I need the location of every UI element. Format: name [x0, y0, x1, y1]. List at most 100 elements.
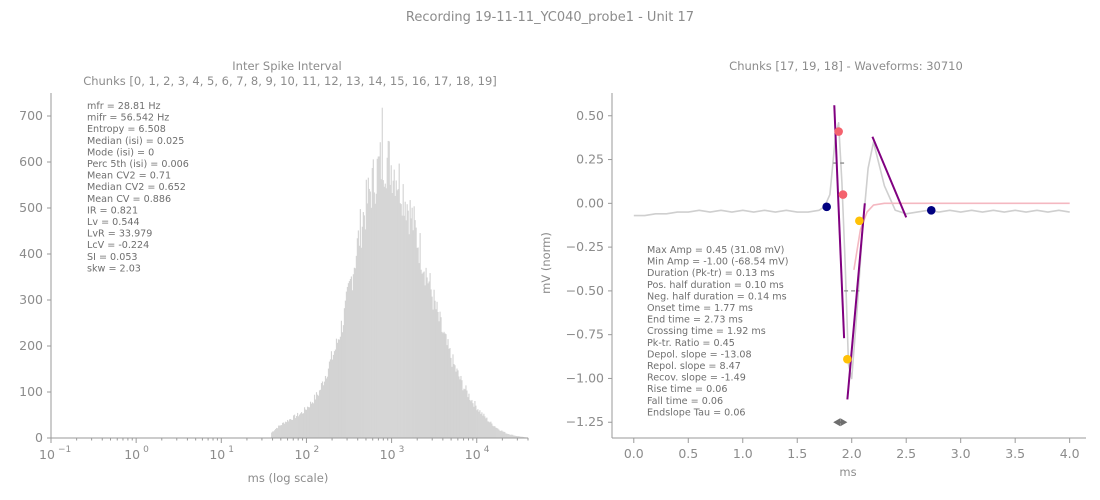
isi-bar — [384, 183, 386, 438]
isi-bar — [437, 311, 439, 438]
isi-bar — [305, 409, 308, 438]
isi-bar — [375, 193, 377, 438]
isi-bar — [330, 351, 333, 438]
waveform-x-tick-label: 0.0 — [624, 446, 644, 461]
isi-bar — [313, 394, 316, 438]
isi-bar — [464, 389, 466, 438]
waveform-stat-line: Endslope Tau = 0.06 — [647, 407, 746, 418]
isi-bar — [286, 422, 288, 438]
isi-bar — [290, 419, 292, 438]
waveform-title: Chunks [17, 19, 18] - Waveforms: 30710 — [729, 59, 963, 73]
isi-bar — [472, 403, 474, 438]
isi-bar — [440, 317, 442, 438]
isi-bar — [321, 381, 324, 438]
isi-bar — [283, 422, 285, 438]
isi-bar — [346, 286, 348, 438]
waveform-stat-line: Pk-tr. Ratio = 0.45 — [647, 338, 735, 349]
isi-bar — [477, 409, 479, 438]
waveform-x-tick-label: 2.5 — [896, 446, 916, 461]
isi-bar — [350, 276, 352, 438]
isi-bar — [382, 180, 384, 438]
isi-bar — [483, 413, 485, 438]
isi-bar — [511, 434, 513, 438]
waveform-x-tick-label: 1.5 — [787, 446, 807, 461]
isi-bar — [499, 430, 501, 438]
isi-x-tick-label: 10 — [209, 447, 225, 462]
isi-bar — [374, 203, 376, 438]
isi-x-tick-label: 10 — [380, 447, 396, 462]
isi-bar — [367, 177, 369, 439]
isi-bar — [486, 417, 488, 438]
isi-bar — [513, 435, 515, 438]
isi-bar — [343, 308, 345, 438]
isi-x-tick-exponent: 4 — [484, 445, 490, 455]
isi-bar — [351, 290, 353, 438]
isi-bar — [402, 184, 404, 438]
isi-bar — [301, 412, 303, 438]
waveform-slope-line-0 — [833, 105, 846, 339]
isi-bar — [310, 403, 313, 438]
waveform-series-0 — [633, 122, 1070, 380]
isi-bar — [296, 416, 298, 438]
isi-bar — [503, 431, 505, 438]
isi-bar — [385, 188, 387, 438]
isi-bar — [393, 169, 395, 438]
isi-bar — [318, 390, 321, 438]
isi-bar — [430, 289, 432, 438]
isi-bar — [377, 156, 379, 438]
isi-bar — [451, 366, 453, 438]
duration-arrow-left-head — [833, 418, 841, 427]
isi-bar — [487, 421, 489, 438]
isi-x-tick-label: 10 — [465, 447, 481, 462]
waveform-plot — [633, 105, 1070, 427]
waveform-stat-line: Crossing time = 1.92 ms — [647, 326, 766, 337]
isi-bar — [497, 428, 499, 438]
isi-bar — [436, 301, 438, 438]
isi-bar — [389, 184, 391, 438]
waveform-stat-line: Max Amp = 0.45 (31.08 mV) — [647, 245, 784, 256]
isi-x-tick-exponent: 2 — [313, 445, 319, 455]
isi-bar — [416, 247, 418, 438]
waveform-stat-line: End time = 2.73 ms — [647, 315, 743, 326]
isi-bar — [356, 238, 358, 438]
isi-bar — [335, 338, 338, 438]
waveform-stat-line: Pos. half duration = 0.10 ms — [647, 280, 784, 291]
isi-bar — [493, 426, 495, 438]
isi-bar — [505, 433, 507, 438]
waveform-marker-1 — [834, 127, 843, 136]
isi-bar — [355, 255, 357, 438]
isi-bar — [474, 400, 476, 438]
waveform-stat-line: Depol. slope = -13.08 — [647, 349, 752, 360]
isi-bar — [411, 207, 413, 438]
isi-bar — [413, 206, 415, 438]
isi-bar — [458, 376, 460, 438]
waveform-stat-line: Neg. half duration = 0.14 ms — [647, 291, 787, 302]
isi-stat-line: skw = 2.03 — [87, 263, 141, 274]
isi-bar — [327, 368, 330, 438]
isi-bar — [408, 234, 410, 438]
isi-bar — [461, 380, 463, 438]
isi-x-tick-label: 10 — [39, 447, 55, 462]
isi-bar — [299, 414, 301, 438]
isi-bar — [337, 339, 340, 438]
isi-bar — [434, 300, 436, 438]
isi-bar — [429, 273, 431, 438]
isi-bar — [369, 191, 371, 438]
isi-bar — [515, 435, 517, 438]
isi-bar — [496, 427, 498, 438]
waveform-x-tick-label: 1.0 — [733, 446, 753, 461]
isi-bar — [297, 412, 299, 438]
isi-bar — [466, 390, 468, 438]
isi-bar — [379, 142, 381, 439]
waveform-x-tick-label: 2.0 — [842, 446, 862, 461]
isi-bar — [435, 309, 437, 438]
waveform-stat-line: Fall time = 0.06 — [647, 396, 723, 407]
isi-bar — [398, 163, 400, 438]
isi-bar — [443, 331, 445, 438]
isi-bar — [301, 413, 304, 438]
isi-bar — [364, 229, 366, 438]
isi-bar — [494, 426, 496, 438]
waveform-x-tick-label: 3.5 — [1005, 446, 1025, 461]
isi-bar — [400, 204, 402, 438]
isi-bar — [456, 368, 458, 438]
